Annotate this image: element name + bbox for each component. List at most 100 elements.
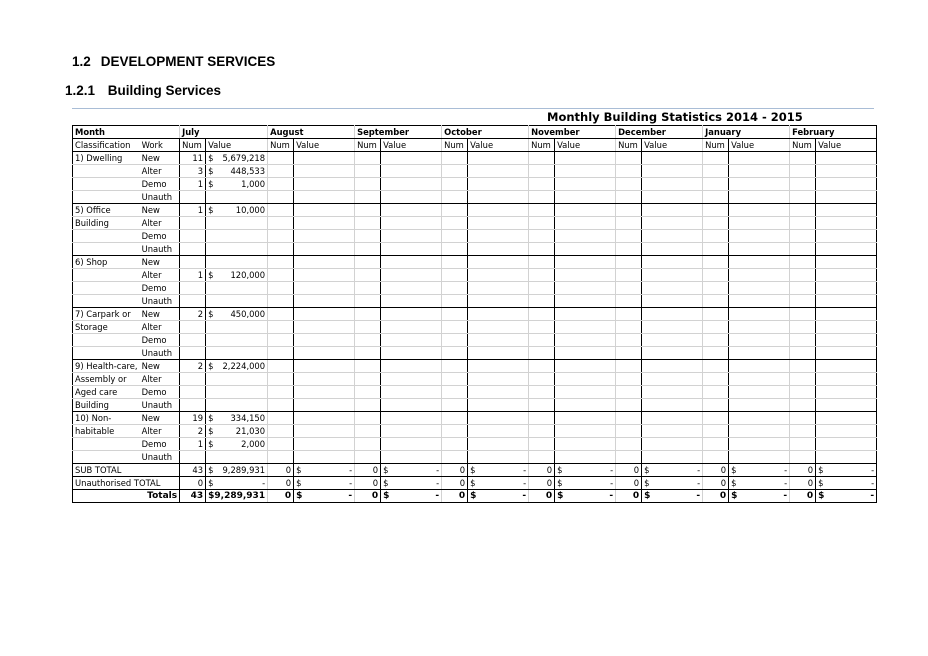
value-cell — [641, 450, 704, 464]
classification-cell: 10) Non- — [71, 411, 140, 425]
value-cell: $ - — [554, 489, 617, 503]
num-header: Num — [702, 138, 730, 152]
value-cell: $334,150 — [205, 411, 269, 425]
num-cell — [615, 216, 643, 230]
currency-symbol: $ — [208, 361, 214, 371]
num-cell — [789, 229, 817, 243]
num-cell: 11 — [179, 151, 207, 165]
value-cell: $ - — [815, 489, 878, 503]
num-header: Num — [179, 138, 207, 152]
num-cell — [528, 320, 556, 334]
num-cell — [702, 177, 730, 191]
value-cell — [728, 268, 791, 282]
value-cell — [380, 346, 443, 360]
value-cell: $ - — [293, 476, 356, 490]
classification-label: Classification — [71, 138, 140, 152]
num-cell — [267, 242, 295, 256]
value-header: Value — [728, 138, 791, 152]
num-cell: 0 — [354, 489, 382, 503]
num-cell: 0 — [354, 476, 382, 490]
num-cell — [267, 281, 295, 295]
value-amount: 9,289,931 — [222, 465, 266, 475]
num-cell — [267, 255, 295, 269]
value-cell — [728, 333, 791, 347]
value-cell — [554, 216, 617, 230]
dash-value: - — [784, 465, 788, 475]
value-cell: $2,224,000 — [205, 359, 269, 373]
value-cell — [293, 424, 356, 438]
value-cell — [293, 398, 356, 412]
num-cell — [789, 242, 817, 256]
num-cell — [354, 216, 382, 230]
value-cell — [815, 372, 878, 386]
num-cell — [354, 437, 382, 451]
classification-cell: 1) Dwelling — [71, 151, 140, 165]
value-cell — [293, 450, 356, 464]
value-cell — [641, 411, 704, 425]
num-cell: 1 — [179, 437, 207, 451]
num-cell — [267, 268, 295, 282]
num-cell: 0 — [789, 489, 817, 503]
value-cell — [554, 320, 617, 334]
num-cell — [441, 424, 469, 438]
num-cell: 0 — [528, 463, 556, 477]
section-title: DEVELOPMENT SERVICES — [100, 54, 276, 69]
num-cell — [179, 281, 207, 295]
num-cell — [615, 359, 643, 373]
num-cell — [615, 437, 643, 451]
num-cell — [702, 229, 730, 243]
num-cell — [615, 346, 643, 360]
dash-value: - — [783, 491, 788, 501]
num-cell — [267, 437, 295, 451]
value-cell — [641, 346, 704, 360]
value-cell — [467, 268, 530, 282]
value-cell: $ - — [728, 476, 791, 490]
value-cell — [641, 385, 704, 399]
value-cell — [554, 229, 617, 243]
num-cell — [702, 164, 730, 178]
value-cell: $ - — [467, 489, 530, 503]
work-cell: Alter — [139, 372, 181, 386]
work-cell: Unauth — [139, 190, 181, 204]
num-cell — [441, 177, 469, 191]
num-cell — [179, 385, 207, 399]
num-cell — [441, 320, 469, 334]
classification-cell — [71, 294, 140, 308]
currency-symbol: $ — [470, 478, 476, 488]
value-amount: 450,000 — [230, 309, 266, 319]
classification-cell: Storage — [71, 320, 140, 334]
currency-symbol: $ — [383, 491, 390, 501]
num-cell — [267, 203, 295, 217]
num-cell: 2 — [179, 424, 207, 438]
value-cell — [293, 229, 356, 243]
value-cell — [293, 294, 356, 308]
value-cell — [205, 398, 269, 412]
num-cell — [702, 320, 730, 334]
num-cell — [354, 255, 382, 269]
value-cell — [467, 320, 530, 334]
value-cell — [728, 294, 791, 308]
classification-cell — [71, 450, 140, 464]
dash-value: - — [697, 465, 701, 475]
work-cell: New — [139, 411, 181, 425]
value-cell — [815, 359, 878, 373]
value-cell — [641, 320, 704, 334]
num-cell — [354, 151, 382, 165]
value-cell — [641, 268, 704, 282]
value-cell — [205, 372, 269, 386]
value-cell — [815, 203, 878, 217]
dash-value: - — [871, 465, 875, 475]
num-cell — [615, 242, 643, 256]
classification-cell: 7) Carpark or — [71, 307, 140, 321]
value-cell — [293, 320, 356, 334]
num-cell — [702, 385, 730, 399]
value-cell — [380, 268, 443, 282]
num-cell — [528, 229, 556, 243]
dash-value: - — [522, 491, 527, 501]
dash-value: - — [349, 478, 353, 488]
value-amount: 448,533 — [230, 166, 266, 176]
num-cell — [702, 268, 730, 282]
value-cell — [554, 333, 617, 347]
classification-cell: 6) Shop — [71, 255, 140, 269]
value-cell — [815, 164, 878, 178]
